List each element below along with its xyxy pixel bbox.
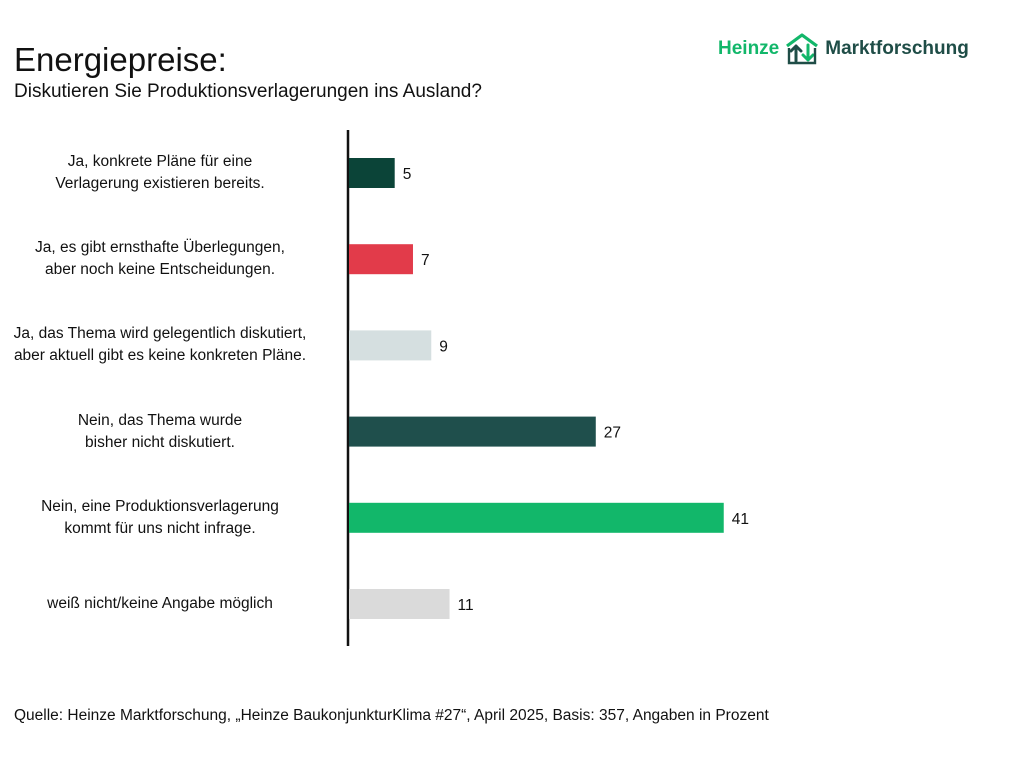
- data-label-5: 41: [732, 511, 749, 528]
- category-label-5: Nein, eine Produktionsverlagerung kommt f…: [0, 496, 330, 540]
- chart-plot: 5 7 9 27 41 11: [346, 130, 749, 646]
- category-label-line: bisher nicht diskutiert.: [85, 433, 235, 451]
- category-label-6: weiß nicht/keine Angabe möglich: [0, 593, 330, 615]
- data-label-1: 5: [403, 166, 412, 183]
- category-label-line: Ja, konkrete Pläne für eine: [67, 153, 253, 170]
- bar-4: [349, 416, 596, 447]
- category-label-line: Nein, eine Produktionsverlagerung: [41, 497, 279, 515]
- bar-chart: Ja, konkrete Pläne für eine Verlagerung e…: [0, 120, 1024, 660]
- bar-5: [349, 502, 724, 533]
- bar-1: [349, 158, 395, 188]
- category-label-line: weiß nicht/keine Angabe möglich: [47, 595, 273, 612]
- bar-3: [349, 330, 432, 361]
- logo-word-text: Marktforschung: [825, 38, 969, 59]
- category-label-line: Ja, es gibt ernsthafte Überlegungen,: [35, 239, 285, 257]
- data-label-4: 27: [604, 425, 621, 442]
- data-label-2: 7: [421, 252, 430, 269]
- category-label-line: Ja, das Thema wird gelegentlich diskutie…: [13, 325, 307, 343]
- source-note: Quelle: Heinze Marktforschung, „Heinze B…: [14, 707, 769, 724]
- category-label-line: Nein, das Thema wurde: [77, 411, 243, 429]
- data-label-3: 9: [439, 338, 448, 355]
- category-label-1: Ja, konkrete Pläne für eine Verlagerung e…: [0, 151, 330, 195]
- chart-title: Energiepreise:: [14, 41, 227, 78]
- heinze-logo: Heinze Marktforschung: [718, 32, 969, 66]
- bar-2: [349, 244, 413, 275]
- category-label-3: Ja, das Thema wird gelegentlich diskutie…: [0, 323, 330, 367]
- category-label-2: Ja, es gibt ernsthafte Überlegungen, aber…: [0, 237, 330, 281]
- bar-6: [349, 589, 450, 619]
- heinze-arrows-icon: [786, 33, 819, 65]
- data-label-6: 11: [458, 597, 474, 614]
- category-label-line: Verlagerung existieren bereits.: [55, 175, 265, 192]
- category-label-line: aber noch keine Entscheidungen.: [44, 261, 276, 279]
- logo-brand-text: Heinze: [718, 38, 780, 59]
- chart-subtitle: Diskutieren Sie Produktionsverlagerungen…: [14, 81, 482, 102]
- category-label-4: Nein, das Thema wurde bisher nicht diskut…: [0, 410, 330, 454]
- category-label-line: kommt für uns nicht infrage.: [64, 519, 256, 537]
- category-label-line: aber aktuell gibt es keine konkreten Plä…: [13, 347, 307, 365]
